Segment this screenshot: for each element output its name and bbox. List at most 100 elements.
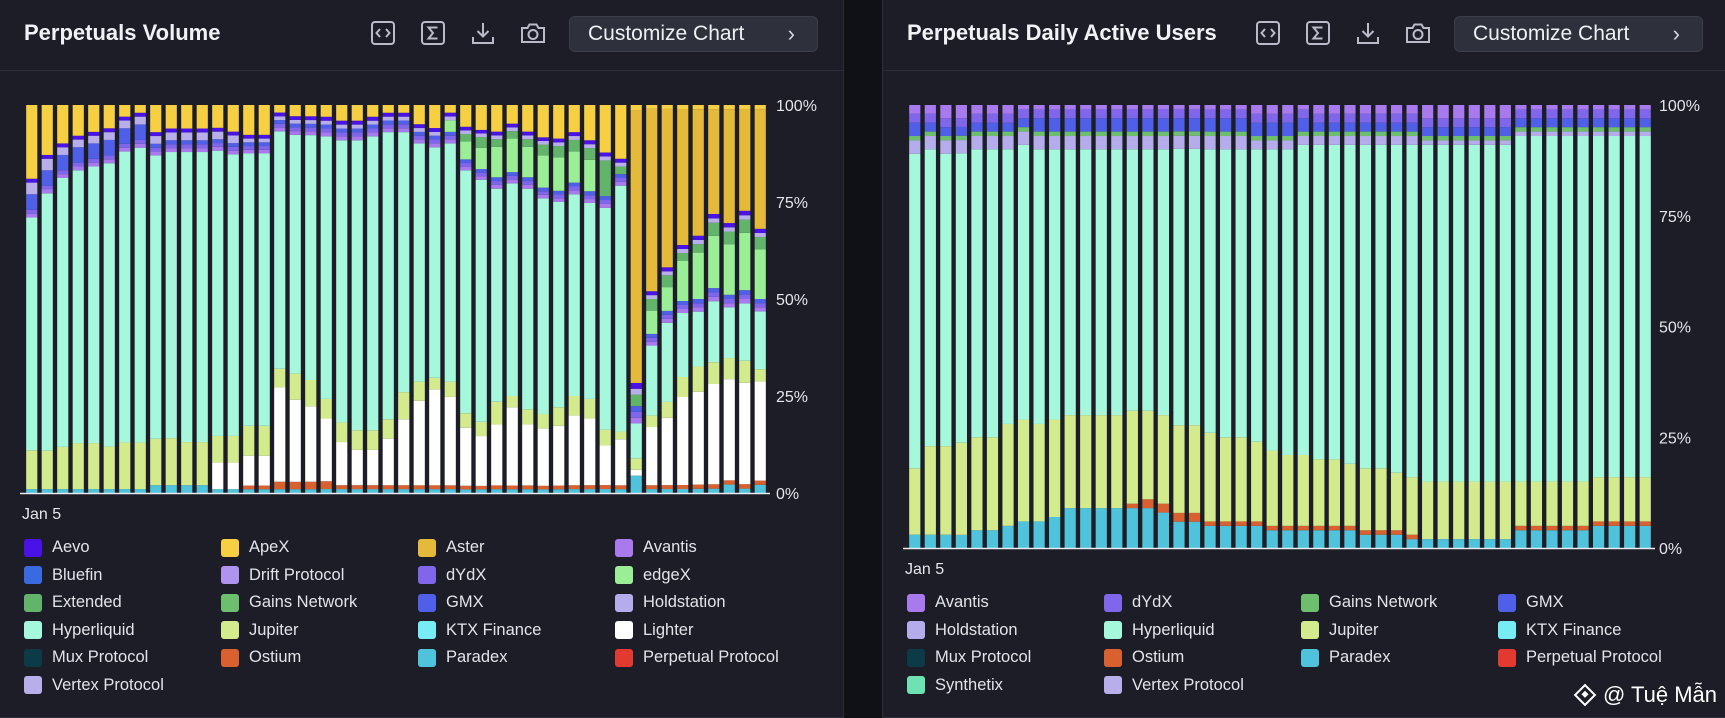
bar-segment-jupiter[interactable]	[429, 377, 441, 390]
bar-segment-avantis[interactable]	[1282, 105, 1294, 114]
bar-segment-paradex[interactable]	[971, 530, 983, 548]
bar-segment-avantis[interactable]	[1251, 105, 1263, 114]
bar-segment-paradex[interactable]	[630, 475, 642, 493]
bar-segment-gmx[interactable]	[1297, 118, 1309, 132]
bar-segment-aevo[interactable]	[41, 154, 53, 159]
bar-segment-dydx[interactable]	[1002, 113, 1014, 123]
bar-segment-dydx[interactable]	[1080, 109, 1092, 119]
bar-segment-hyperliquid[interactable]	[1468, 144, 1480, 482]
bar-segment-vertex-protocol[interactable]	[305, 120, 317, 124]
bar-segment-vertex-protocol[interactable]	[103, 132, 115, 140]
bar-segment-gmx[interactable]	[26, 194, 38, 210]
bar-segment-dydx[interactable]	[1530, 109, 1543, 119]
bar-segment-aster[interactable]	[723, 109, 735, 224]
bar-segment-lighter[interactable]	[692, 391, 704, 485]
bar-segment-gmx[interactable]	[1142, 118, 1154, 132]
bar-segment-paradex[interactable]	[615, 489, 627, 493]
bar-segment-jupiter[interactable]	[41, 450, 53, 490]
bar-segment-jupiter[interactable]	[212, 435, 224, 463]
bar-segment-avantis[interactable]	[196, 148, 208, 153]
bar-segment-ostium[interactable]	[1204, 521, 1216, 526]
bar-segment-gmx[interactable]	[1080, 118, 1092, 132]
bar-segment-paradex[interactable]	[677, 489, 689, 493]
bar-segment-paradex[interactable]	[1297, 530, 1309, 548]
bar-segment-hyperliquid[interactable]	[1064, 149, 1076, 416]
legend-item-avantis[interactable]: Avantis	[615, 534, 812, 562]
bar-segment-avantis[interactable]	[150, 151, 162, 156]
bar-segment-jupiter[interactable]	[1328, 459, 1340, 526]
bar-segment-hyperliquid[interactable]	[1453, 144, 1465, 482]
bar-segment-gains-network[interactable]	[1422, 136, 1434, 141]
bar-segment-gains-network[interactable]	[1095, 131, 1107, 137]
bar-segment-paradex[interactable]	[1049, 516, 1061, 548]
bar-segment-gains-network[interactable]	[1002, 131, 1014, 137]
bar-segment-gmx[interactable]	[1422, 127, 1434, 137]
bar-segment-holdstation[interactable]	[1313, 136, 1325, 145]
bar-segment-paradex[interactable]	[181, 485, 193, 493]
bar-segment-vertex-protocol[interactable]	[506, 127, 518, 132]
bar-segment-hyperliquid[interactable]	[1095, 149, 1107, 416]
bar-segment-aevo[interactable]	[429, 128, 441, 132]
bar-segment-hyperliquid[interactable]	[1437, 144, 1449, 482]
bar-segment-paradex[interactable]	[522, 489, 534, 493]
bar-segment-gmx[interactable]	[723, 294, 735, 299]
bar-segment-hyperliquid[interactable]	[305, 135, 317, 380]
bar-segment-jupiter[interactable]	[677, 377, 689, 397]
bar-segment-edgex[interactable]	[677, 261, 689, 301]
bar-segment-avantis[interactable]	[1080, 105, 1092, 110]
bar-segment-gmx[interactable]	[88, 143, 100, 159]
bar-segment-avantis[interactable]	[1375, 105, 1387, 114]
bar-segment-hyperliquid[interactable]	[1593, 136, 1605, 478]
bar-segment-gmx[interactable]	[1002, 122, 1014, 132]
bar-segment-paradex[interactable]	[1157, 512, 1170, 548]
bar-segment-paradex[interactable]	[367, 489, 379, 493]
bar-segment-gmx[interactable]	[41, 170, 53, 186]
bar-segment-avantis[interactable]	[103, 159, 115, 164]
bar-segment-paradex[interactable]	[1266, 530, 1278, 548]
bar-segment-avantis[interactable]	[1064, 105, 1076, 110]
bar-segment-ostium[interactable]	[1515, 525, 1527, 531]
bar-segment-dydx[interactable]	[1468, 118, 1480, 128]
bar-segment-paradex[interactable]	[413, 489, 425, 493]
bar-segment-aevo[interactable]	[72, 135, 84, 140]
bar-segment-jupiter[interactable]	[1344, 463, 1356, 526]
bar-segment-paradex[interactable]	[382, 489, 394, 493]
bar-segment-holdstation[interactable]	[940, 140, 952, 154]
bar-segment-hyperliquid[interactable]	[41, 193, 53, 451]
bar-segment-jupiter[interactable]	[320, 398, 332, 419]
bar-segment-avantis[interactable]	[909, 105, 921, 114]
bar-segment-jupiter[interactable]	[460, 413, 472, 428]
bar-segment-vertex-protocol[interactable]	[41, 158, 53, 171]
bar-segment-gmx[interactable]	[1282, 122, 1294, 137]
bar-segment-avantis[interactable]	[1328, 105, 1340, 114]
bar-segment-jupiter[interactable]	[1390, 472, 1403, 531]
bar-segment-jupiter[interactable]	[1546, 481, 1558, 526]
bar-segment-ostium[interactable]	[708, 484, 720, 489]
bar-segment-jupiter[interactable]	[1282, 454, 1294, 526]
bar-segment-paradex[interactable]	[568, 489, 580, 493]
bar-segment-dydx[interactable]	[708, 292, 720, 297]
bar-segment-avantis[interactable]	[72, 166, 84, 171]
bar-segment-jupiter[interactable]	[72, 443, 84, 490]
bar-segment-avantis[interactable]	[630, 417, 642, 424]
bar-segment-holdstation[interactable]	[1173, 135, 1185, 149]
bar-segment-dydx[interactable]	[1515, 109, 1527, 119]
bar-segment-hyperliquid[interactable]	[971, 149, 983, 438]
bar-segment-dydx[interactable]	[1608, 109, 1620, 119]
bar-segment-lighter[interactable]	[506, 407, 518, 486]
bar-segment-ostium[interactable]	[661, 485, 673, 490]
bar-segment-ostium[interactable]	[320, 481, 332, 490]
bar-segment-holdstation[interactable]	[1157, 136, 1170, 150]
bar-segment-dydx[interactable]	[909, 113, 921, 123]
bar-segment-aevo[interactable]	[739, 210, 751, 216]
bar-segment-hyperliquid[interactable]	[413, 143, 425, 382]
bar-segment-paradex[interactable]	[553, 489, 565, 493]
bar-segment-ostium[interactable]	[367, 485, 379, 490]
legend-item-ostium[interactable]: Ostium	[1104, 644, 1301, 672]
bar-segment-hyperliquid[interactable]	[491, 188, 503, 402]
bar-segment-gmx[interactable]	[661, 310, 673, 315]
bar-segment-aevo[interactable]	[367, 116, 379, 121]
bar-segment-ostium[interactable]	[1220, 521, 1232, 526]
bar-segment-dydx[interactable]	[1095, 109, 1107, 119]
bar-segment-hyperliquid[interactable]	[1499, 144, 1511, 482]
